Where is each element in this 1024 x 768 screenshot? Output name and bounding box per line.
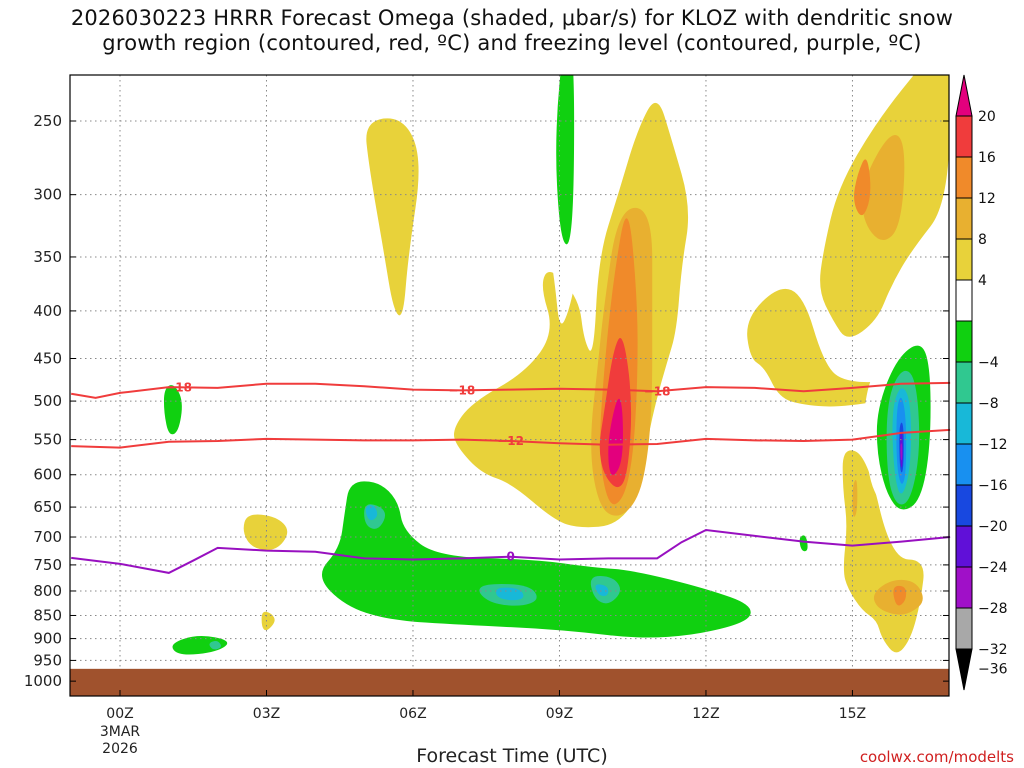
colorbar-label--8: −4 xyxy=(978,355,999,371)
colorbar-label--28: −24 xyxy=(978,560,1008,576)
x-axis-title: Forecast Time (UTC) xyxy=(416,745,608,767)
axes: 250 300 350 400 450 500 550 600 650 700 750 800 850 9… xyxy=(24,74,950,757)
colorbar-band-bottom xyxy=(955,648,973,691)
colorbar-band-top xyxy=(955,74,973,117)
colorbar: 20 16 12 8 4 −4 −8 −12 −16 −20 −24 −28 −32 −36 xyxy=(955,74,1008,691)
colorbar-band--32 xyxy=(955,566,973,609)
y-tick-label-500: 500 xyxy=(33,392,62,410)
colorbar-band--28 xyxy=(955,525,973,568)
omega-region-9 xyxy=(747,288,949,407)
omega-region-15 xyxy=(261,611,275,631)
omega-region-5 xyxy=(608,398,623,475)
omega-region-8 xyxy=(854,159,871,216)
y-tick-label-250: 250 xyxy=(33,112,62,130)
y-tick-label-350: 350 xyxy=(33,248,62,266)
colorbar-label-16: 20 xyxy=(978,109,996,125)
omega-region-20 xyxy=(163,385,182,435)
y-tick-label-850: 850 xyxy=(33,606,62,624)
omega-region-32 xyxy=(595,584,609,596)
colorbar-label--24: −20 xyxy=(978,519,1008,535)
omega-region-17 xyxy=(556,75,575,245)
x-date-line-1: 3MAR xyxy=(100,724,141,740)
x-date-line-2: 2026 xyxy=(102,741,138,757)
contour-lines: −18 −18 −18 −12 0 xyxy=(71,380,951,574)
dgz-minus18-contour-line xyxy=(71,381,951,399)
colorbar-label--12: −8 xyxy=(978,396,999,412)
colorbar-band--12 xyxy=(955,361,973,404)
colorbar-label--16: −12 xyxy=(978,437,1008,453)
x-tick-label-09Z: 09Z xyxy=(546,706,573,722)
dgz-minus18-contour-label-1: −18 xyxy=(448,383,475,397)
omega-region-7 xyxy=(862,134,905,241)
chart-title: 2026030223 HRRR Forecast Omega (shaded, … xyxy=(0,6,1024,56)
y-tick-label-900: 900 xyxy=(33,630,62,648)
omega-region-12 xyxy=(893,585,907,606)
plot-frame xyxy=(69,74,950,697)
colorbar-band--4 xyxy=(955,279,973,322)
omega-region-18 xyxy=(354,267,363,313)
freezing-level-contour-line xyxy=(71,529,951,574)
omega-region-26 xyxy=(321,481,751,638)
x-tick-label-03Z: 03Z xyxy=(253,706,280,722)
dgz-minus12-contour-label-0: −12 xyxy=(497,434,524,448)
credit-link[interactable]: coolwx.com/modelts xyxy=(859,748,1014,766)
colorbar-band-0 xyxy=(955,238,973,281)
y-tick-label-700: 700 xyxy=(33,528,62,546)
colorbar-band--16 xyxy=(955,402,973,445)
omega-shading xyxy=(141,75,949,664)
y-tick-label-800: 800 xyxy=(33,582,62,600)
y-tick-label-1000: 1000 xyxy=(24,672,62,690)
omega-region-14 xyxy=(243,514,288,550)
title-line-2: growth region (contoured, red, ºC) and f… xyxy=(102,31,922,55)
colorbar-label--40: −36 xyxy=(978,662,1008,678)
omega-region-0 xyxy=(366,118,419,316)
x-tick-label-06Z: 06Z xyxy=(399,706,426,722)
dgz-minus18-contour-label-2: −18 xyxy=(644,384,671,398)
y-tick-label-750: 750 xyxy=(33,556,62,574)
y-tick-label-950: 950 xyxy=(33,651,62,669)
y-tick-label-300: 300 xyxy=(33,186,62,204)
colorbar-band--36 xyxy=(955,607,973,650)
y-tick-label-600: 600 xyxy=(33,466,62,484)
x-tick-label-15Z: 15Z xyxy=(839,706,866,722)
colorbar-label-0: 4 xyxy=(978,273,987,289)
omega-region-33 xyxy=(799,535,808,552)
colorbar-label-4: 8 xyxy=(978,232,987,248)
colorbar-band-4 xyxy=(955,197,973,240)
x-tick-label-00Z: 00Z xyxy=(106,706,133,722)
x-tick-label-12Z: 12Z xyxy=(692,706,719,722)
colorbar-band--24 xyxy=(955,484,973,527)
omega-region-42 xyxy=(940,196,949,354)
y-tick-label-650: 650 xyxy=(33,498,62,516)
colorbar-label--36: −32 xyxy=(978,642,1008,658)
y-tick-label-450: 450 xyxy=(33,349,62,367)
ground-surface xyxy=(70,668,949,696)
colorbar-label-12: 16 xyxy=(978,150,996,166)
colorbar-band-8 xyxy=(955,156,973,199)
omega-region-41 xyxy=(900,443,903,461)
ground-layer xyxy=(70,668,949,696)
y-tick-label-550: 550 xyxy=(33,431,62,449)
omega-region-23 xyxy=(172,636,228,655)
colorbar-label--20: −16 xyxy=(978,478,1008,494)
colorbar-band-12 xyxy=(955,115,973,158)
colorbar-label--32: −28 xyxy=(978,601,1008,617)
colorbar-label-8: 12 xyxy=(978,191,996,207)
dgz-minus18-contour-label-0: −18 xyxy=(165,380,192,394)
colorbar-band--8 xyxy=(955,320,973,363)
freezing-level-contour-label-0: 0 xyxy=(506,550,514,564)
y-tick-label-400: 400 xyxy=(33,302,62,320)
colorbar-band--20 xyxy=(955,443,973,486)
dgz-minus12-contour-line xyxy=(71,428,951,449)
omega-region-43 xyxy=(940,556,949,641)
omega-region-24 xyxy=(209,641,221,650)
omega-region-30 xyxy=(365,505,378,521)
title-line-1: 2026030223 HRRR Forecast Omega (shaded, … xyxy=(70,6,954,30)
omega-region-29 xyxy=(495,587,524,601)
